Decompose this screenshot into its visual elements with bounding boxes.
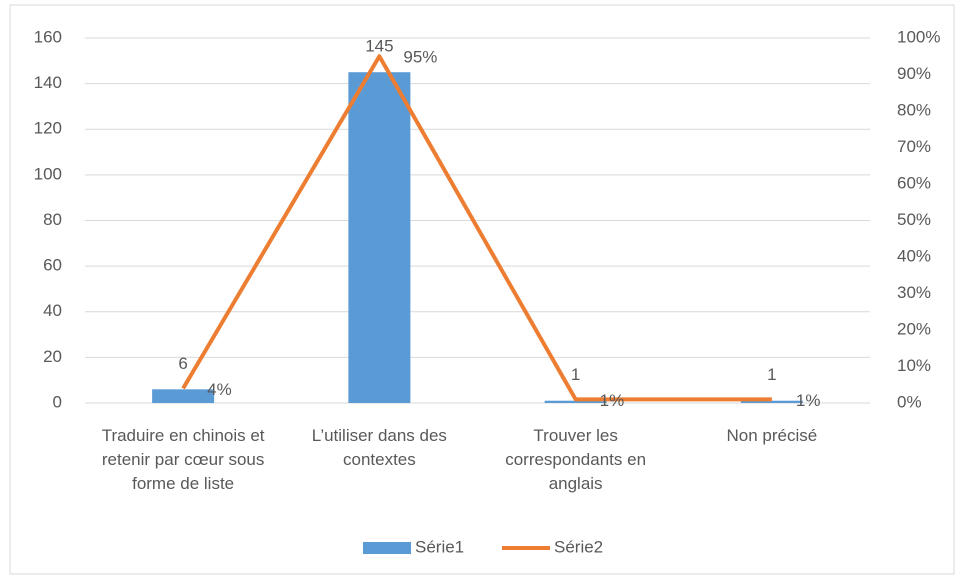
bar <box>348 72 411 403</box>
y-tick-label: 40 <box>43 301 62 320</box>
y2-tick-label: 40% <box>897 246 931 265</box>
bar <box>740 400 803 403</box>
y-tick-label: 80 <box>43 210 62 229</box>
y2-tick-label: 30% <box>897 283 931 302</box>
y2-tick-label: 80% <box>897 100 931 119</box>
y-tick-label: 160 <box>34 27 62 46</box>
y-tick-label: 60 <box>43 256 62 275</box>
bar <box>544 400 607 403</box>
line-series <box>181 54 772 402</box>
legend-swatch <box>363 542 411 554</box>
line-value-label: 1% <box>796 391 821 410</box>
y2-tick-label: 10% <box>897 356 931 375</box>
y2-tick-label: 100% <box>897 27 940 46</box>
chart-border <box>9 4 955 575</box>
y2-tick-label: 20% <box>897 319 931 338</box>
y2-tick-label: 0% <box>897 392 922 411</box>
legend-label: Série2 <box>554 537 603 556</box>
y-tick-label: 140 <box>34 73 62 92</box>
x-tick-label: L’utiliser dans des contextes <box>311 426 447 469</box>
y2-tick-label: 60% <box>897 173 931 192</box>
bar-value-label: 1 <box>571 365 580 384</box>
line-value-label: 1% <box>600 391 625 410</box>
legend-label: Série1 <box>415 537 464 556</box>
bar <box>152 389 215 403</box>
line-value-label: 4% <box>207 380 232 399</box>
x-tick-label: Traduire en chinois et retenir par cœur … <box>101 426 265 493</box>
x-tick-label: Trouver les correspondants en anglais <box>505 426 647 493</box>
x-tick-label: Non précisé <box>726 426 818 445</box>
y-tick-label: 20 <box>43 347 62 366</box>
y-tick-label: 0 <box>53 392 62 411</box>
bar-value-label: 1 <box>767 365 776 384</box>
bar-value-label: 6 <box>178 354 187 373</box>
y-tick-label: 120 <box>34 119 62 138</box>
y-tick-label: 100 <box>34 164 62 183</box>
y2-tick-label: 50% <box>897 210 931 229</box>
bar-value-label: 145 <box>365 37 393 56</box>
y2-tick-label: 70% <box>897 137 931 156</box>
y2-tick-label: 90% <box>897 64 931 83</box>
line-value-label: 95% <box>403 48 437 67</box>
